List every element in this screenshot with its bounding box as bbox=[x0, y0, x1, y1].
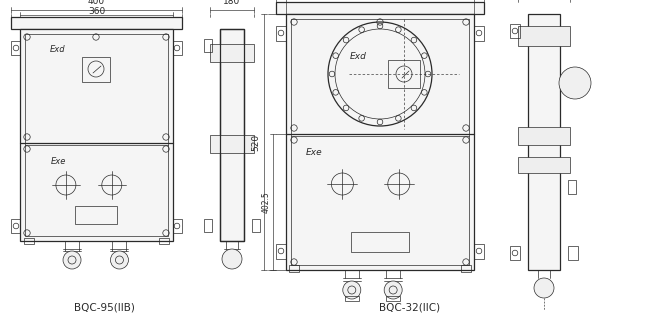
Bar bbox=[210, 44, 254, 62]
Bar bbox=[204, 39, 212, 52]
Circle shape bbox=[63, 251, 81, 269]
Circle shape bbox=[534, 278, 554, 298]
Bar bbox=[474, 26, 484, 41]
Bar bbox=[252, 219, 260, 232]
Bar bbox=[474, 244, 484, 259]
Bar bbox=[276, 26, 286, 41]
Text: Exe: Exe bbox=[305, 147, 322, 156]
Text: 400: 400 bbox=[88, 0, 105, 6]
Text: 360: 360 bbox=[88, 7, 105, 16]
Circle shape bbox=[343, 281, 361, 299]
Bar bbox=[286, 14, 474, 270]
Bar bbox=[568, 246, 578, 260]
Text: Exd: Exd bbox=[349, 52, 367, 61]
Bar bbox=[11, 219, 20, 233]
Text: BQC-95(IIB): BQC-95(IIB) bbox=[74, 302, 134, 312]
Circle shape bbox=[384, 281, 402, 299]
Bar bbox=[345, 296, 359, 301]
Bar bbox=[528, 14, 560, 270]
Text: Exe: Exe bbox=[50, 156, 66, 166]
Text: BQC-32(IIC): BQC-32(IIC) bbox=[379, 302, 440, 312]
Bar bbox=[510, 24, 520, 38]
Bar bbox=[351, 232, 409, 252]
Text: Exd: Exd bbox=[50, 44, 66, 53]
Bar bbox=[173, 219, 182, 233]
Bar bbox=[518, 127, 570, 145]
Text: 180: 180 bbox=[223, 0, 240, 6]
Bar bbox=[82, 57, 110, 82]
Circle shape bbox=[110, 251, 128, 269]
Bar bbox=[11, 17, 182, 29]
Bar bbox=[518, 26, 570, 46]
Bar bbox=[220, 29, 244, 241]
Bar bbox=[461, 265, 471, 272]
Bar bbox=[289, 265, 299, 272]
Text: 402.5: 402.5 bbox=[262, 191, 271, 213]
Text: 520: 520 bbox=[251, 133, 260, 151]
Bar bbox=[75, 206, 117, 224]
Bar bbox=[11, 41, 20, 55]
Bar bbox=[388, 60, 420, 88]
Bar bbox=[386, 296, 400, 301]
Bar bbox=[20, 29, 173, 241]
Bar bbox=[220, 29, 244, 241]
Bar bbox=[291, 19, 469, 265]
Circle shape bbox=[559, 67, 591, 99]
Bar bbox=[518, 157, 570, 173]
Bar bbox=[510, 246, 520, 260]
Bar bbox=[24, 238, 34, 244]
Bar bbox=[276, 2, 484, 14]
Bar bbox=[25, 34, 168, 236]
Bar bbox=[276, 244, 286, 259]
Bar bbox=[204, 219, 212, 232]
Bar bbox=[159, 238, 169, 244]
Bar bbox=[173, 41, 182, 55]
Circle shape bbox=[222, 249, 242, 269]
Bar bbox=[568, 180, 576, 194]
Bar bbox=[210, 135, 254, 153]
